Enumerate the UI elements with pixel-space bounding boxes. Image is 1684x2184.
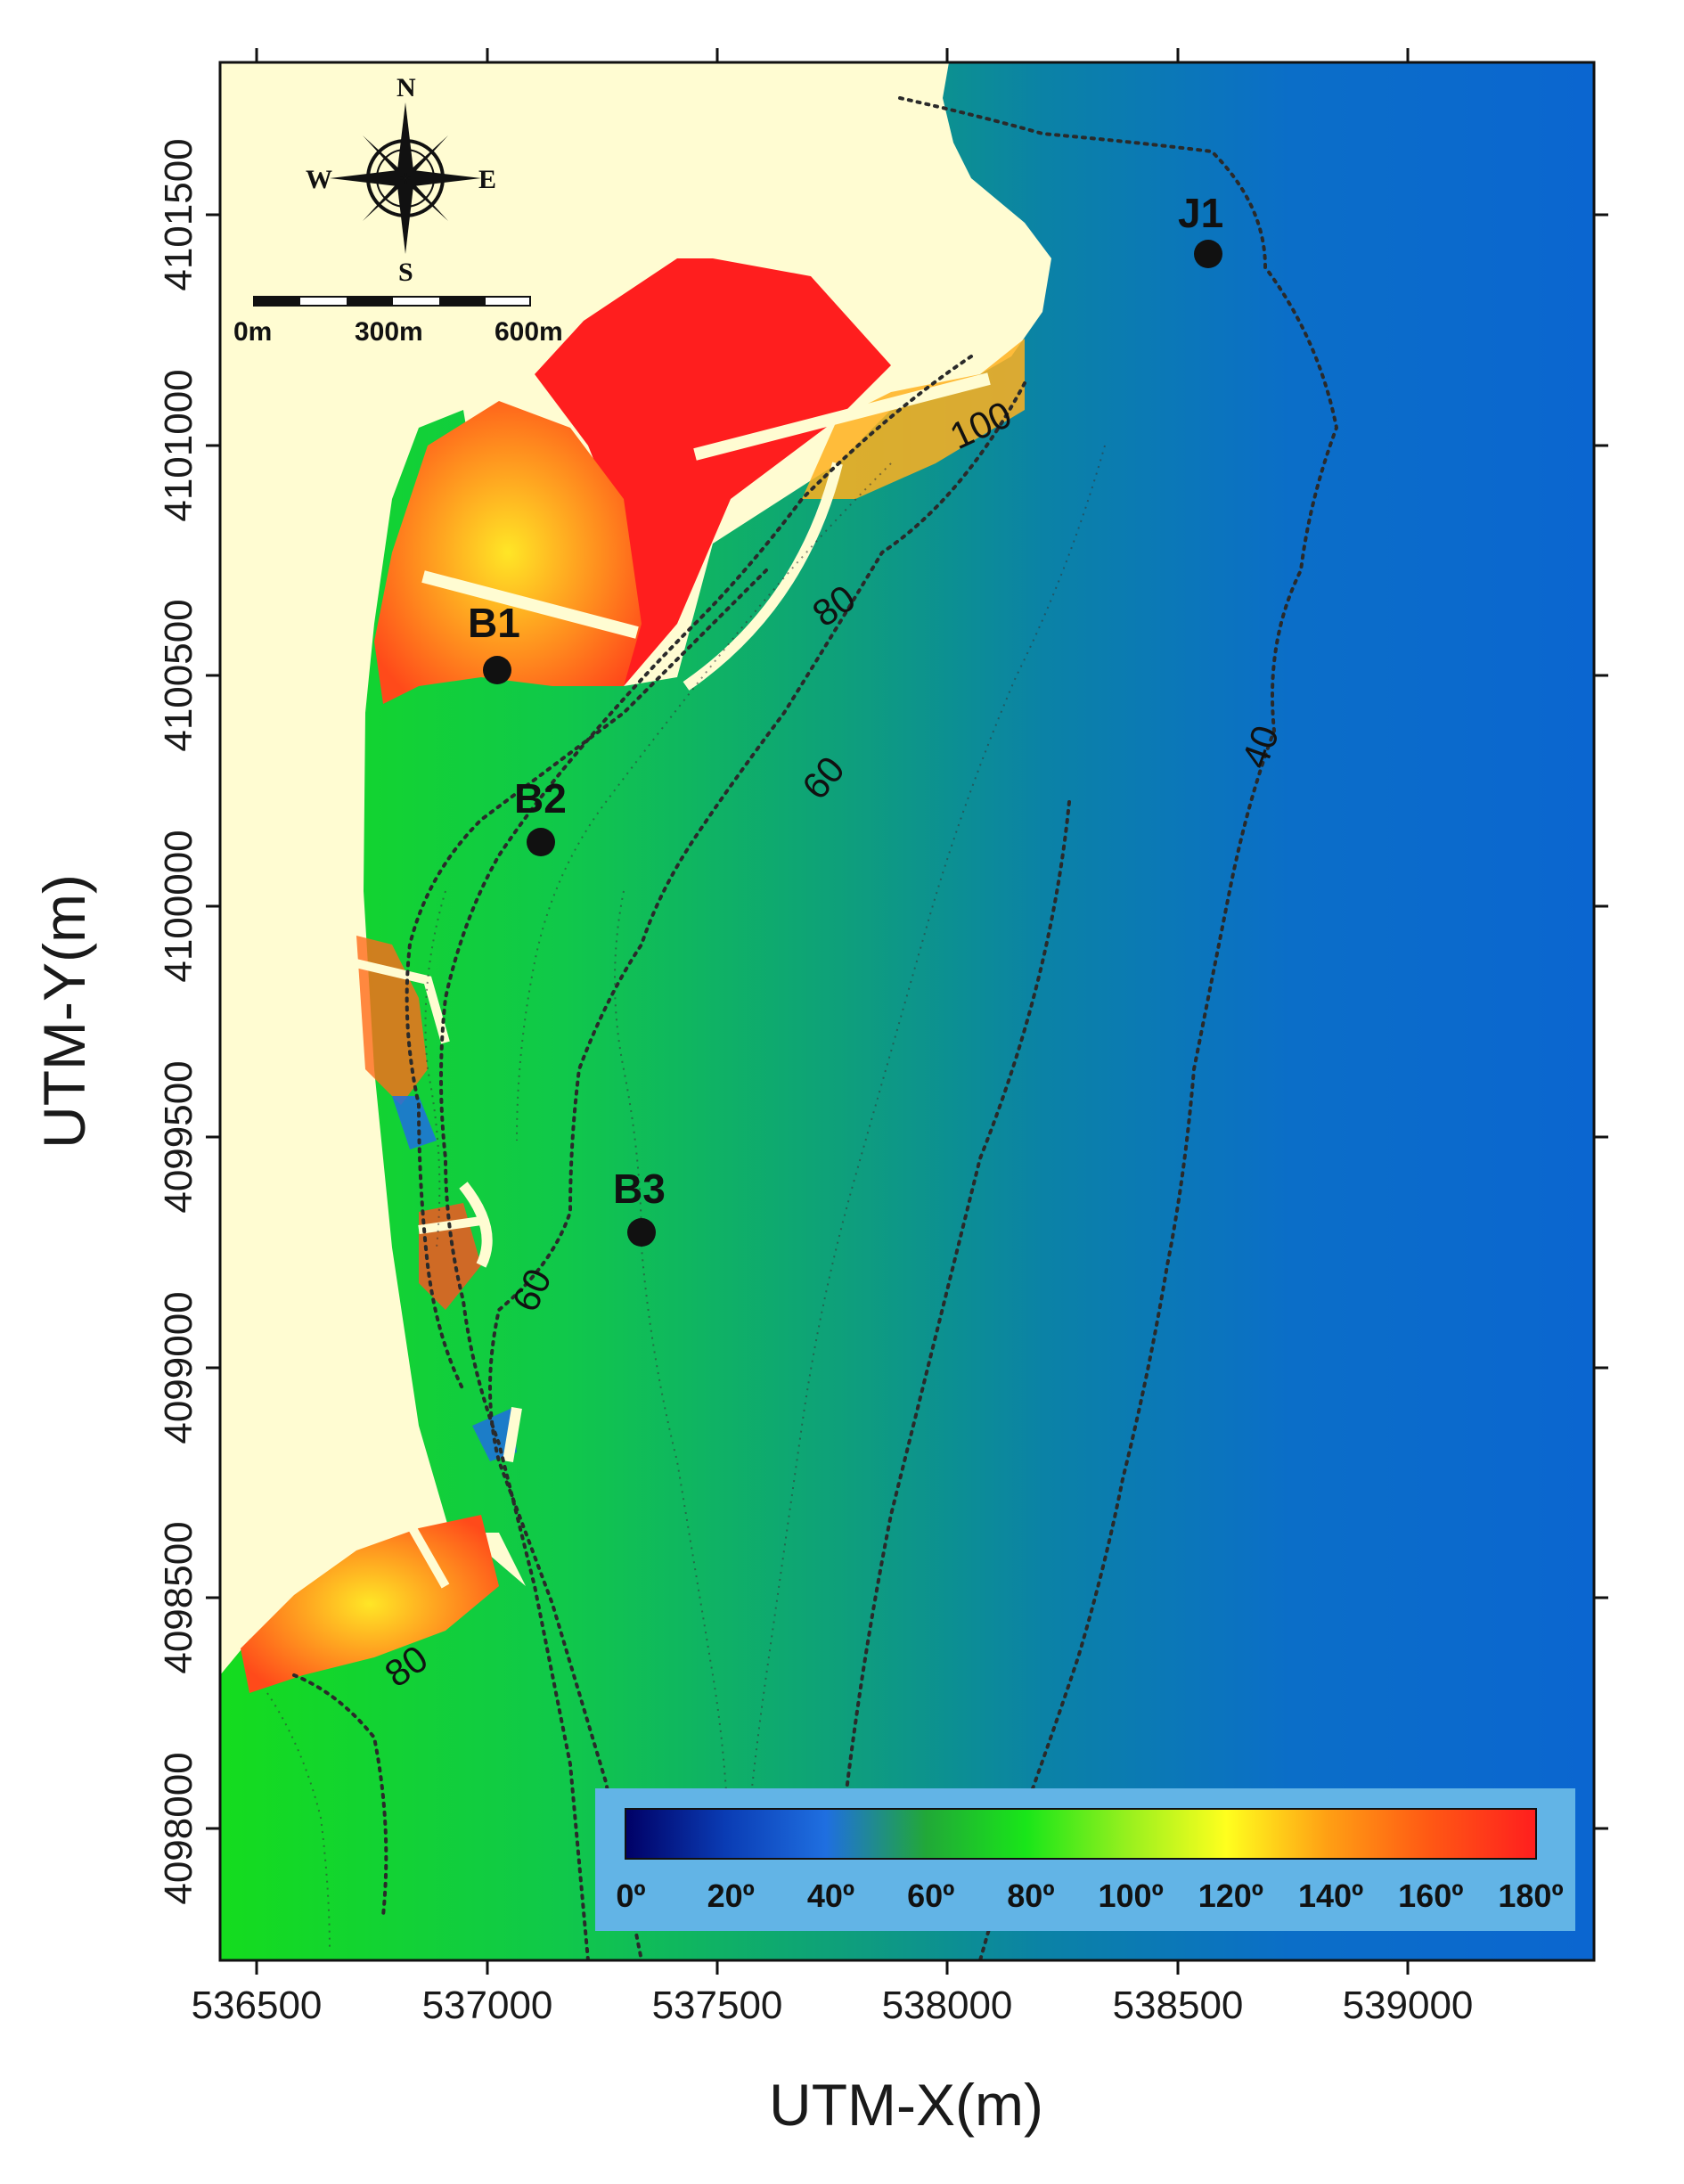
legend-colorbar bbox=[625, 1808, 1537, 1860]
y-axis: 4101500 4101000 4100500 4100000 4099500 40990… bbox=[157, 138, 1608, 1905]
stations: J1 B1 B2 B3 bbox=[468, 190, 1223, 1247]
compass-letter-e: E bbox=[478, 165, 496, 194]
station-marker bbox=[627, 1218, 656, 1247]
legend-tick-label: 20º bbox=[707, 1877, 755, 1914]
station-label: J1 bbox=[1178, 190, 1223, 236]
y-tick-label: 4101000 bbox=[157, 369, 200, 521]
breakwater bbox=[421, 570, 639, 639]
breakwater bbox=[683, 462, 843, 691]
compass-rose: N S E W bbox=[306, 73, 496, 287]
legend-tick-label: 80º bbox=[1007, 1877, 1054, 1914]
color-legend: 0º 20º 40º 60º 80º 100º 120º 140º 160º 180º bbox=[595, 1788, 1575, 1931]
x-tick-label: 538500 bbox=[1113, 1984, 1244, 2027]
x-axis-title: UTM-X(m) bbox=[769, 2072, 1043, 2138]
y-tick-label: 4098000 bbox=[157, 1752, 200, 1904]
compass-needle-east bbox=[405, 170, 481, 186]
compass-needle-north bbox=[397, 102, 413, 178]
scale-bar-segment bbox=[347, 297, 393, 306]
scale-bar: 0m 300m 600m bbox=[233, 296, 563, 347]
breakwater bbox=[350, 958, 450, 1044]
legend-tick-label: 120º bbox=[1198, 1877, 1263, 1914]
breakwater bbox=[693, 372, 991, 461]
compass-needle-diag bbox=[363, 135, 405, 178]
x-tick-label: 537000 bbox=[422, 1984, 553, 2027]
scale-bar-segment bbox=[254, 297, 300, 306]
map-plot-area: 100 80 60 40 60 80 bbox=[220, 62, 1594, 1960]
compass-letter-n: N bbox=[396, 73, 416, 102]
scale-bar-segment bbox=[439, 297, 486, 306]
legend-tick-label: 60º bbox=[907, 1877, 954, 1914]
contour-lines bbox=[292, 96, 1339, 1960]
compass-letter-w: W bbox=[306, 165, 332, 194]
legend-tick-label: 40º bbox=[807, 1877, 854, 1914]
blue-patch bbox=[392, 1096, 437, 1149]
legend-tick-label: 180º bbox=[1498, 1877, 1563, 1914]
compass-needle-west bbox=[330, 170, 405, 186]
x-tick-label: 539000 bbox=[1343, 1984, 1474, 2027]
legend-tick-label: 160º bbox=[1398, 1877, 1463, 1914]
y-tick-label: 4099000 bbox=[157, 1291, 200, 1444]
station-marker bbox=[483, 656, 511, 684]
station-B1[interactable]: B1 bbox=[468, 600, 520, 684]
x-axis: 536500 537000 537500 538000 538500 539000 bbox=[192, 48, 1474, 2027]
contour-lines-faint bbox=[266, 445, 1106, 1952]
x-tick-label: 538000 bbox=[882, 1984, 1013, 2027]
scale-label: 300m bbox=[355, 317, 423, 347]
station-marker bbox=[1194, 240, 1222, 268]
legend-tick-label: 100º bbox=[1099, 1877, 1164, 1914]
y-tick-label: 4098500 bbox=[157, 1521, 200, 1673]
compass-needle-diag bbox=[363, 178, 405, 221]
station-label: B1 bbox=[468, 600, 520, 646]
x-tick-label: 537500 bbox=[652, 1984, 783, 2027]
x-tick-label: 536500 bbox=[192, 1984, 323, 2027]
station-B3[interactable]: B3 bbox=[613, 1166, 666, 1247]
station-J1[interactable]: J1 bbox=[1178, 190, 1223, 268]
station-label: B2 bbox=[514, 775, 567, 822]
compass-needle-diag bbox=[405, 135, 448, 178]
legend-tick-label: 0º bbox=[616, 1877, 645, 1914]
y-tick-label: 4100500 bbox=[157, 599, 200, 751]
y-tick-label: 4099500 bbox=[157, 1060, 200, 1213]
station-B2[interactable]: B2 bbox=[514, 775, 567, 856]
compass-needle-diag bbox=[405, 178, 448, 221]
station-label: B3 bbox=[613, 1166, 666, 1212]
y-axis-title: UTM-Y(m) bbox=[31, 874, 97, 1149]
breakwater bbox=[503, 1407, 522, 1462]
plot-frame bbox=[218, 61, 1596, 1962]
y-tick-label: 4101500 bbox=[157, 138, 200, 290]
scale-label: 0m bbox=[233, 317, 272, 347]
station-marker bbox=[527, 828, 555, 856]
legend-ticks: 0º 20º 40º 60º 80º 100º 120º 140º 160º 180º bbox=[616, 1877, 1563, 1914]
legend-tick-label: 140º bbox=[1298, 1877, 1363, 1914]
compass-needle-south bbox=[397, 178, 413, 254]
warm-band-north bbox=[374, 401, 642, 704]
breakwater bbox=[459, 1182, 493, 1268]
y-tick-label: 4100000 bbox=[157, 830, 200, 982]
scale-label: 600m bbox=[495, 317, 563, 347]
compass-letter-s: S bbox=[398, 258, 413, 287]
breakwater bbox=[405, 1521, 450, 1589]
